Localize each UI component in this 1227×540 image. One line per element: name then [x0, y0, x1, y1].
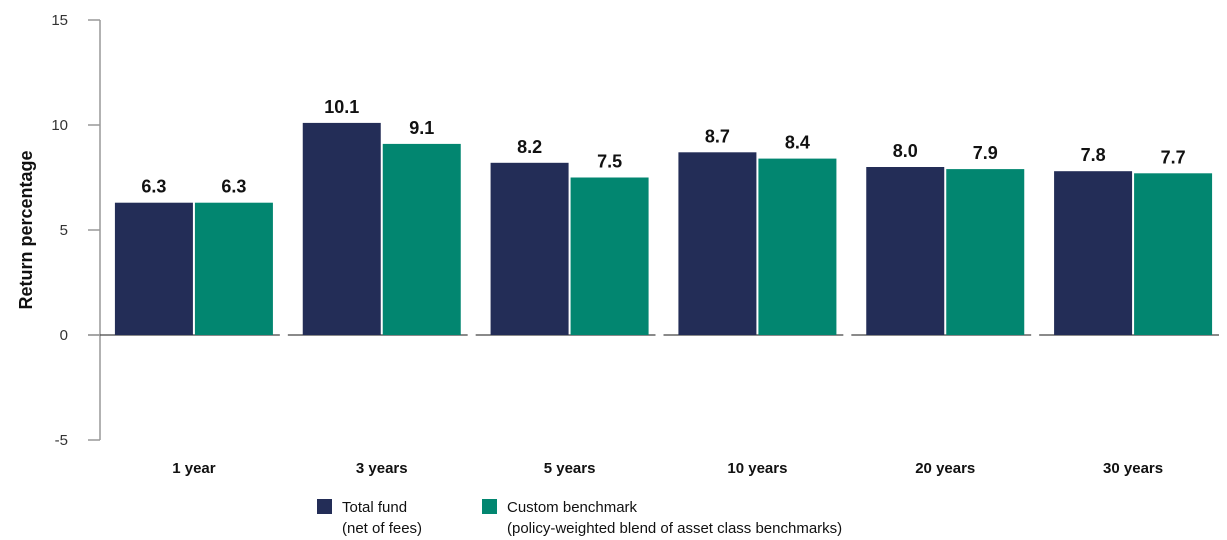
- category-labels: 1 year 3 years 5 years 10 years 20 years 30 y…: [172, 460, 1163, 477]
- bar-value-label: 8.7: [705, 126, 730, 146]
- x-category-label: 20 years: [915, 460, 975, 477]
- y-tick-label: 5: [60, 222, 68, 239]
- y-tick-label: 15: [51, 12, 68, 29]
- x-category-label: 3 years: [356, 460, 408, 477]
- bar-custom-benchmark: [571, 178, 649, 336]
- legend-swatch-custom-benchmark: [482, 499, 497, 514]
- bar-value-label: 7.7: [1161, 147, 1186, 167]
- x-category-label: 5 years: [544, 460, 596, 477]
- y-tick-label: 0: [60, 327, 68, 344]
- legend-label-total-fund: Total fund: [342, 499, 407, 516]
- x-category-label: 10 years: [727, 460, 787, 477]
- bar-custom-benchmark: [383, 144, 461, 335]
- bar-total-fund: [866, 167, 944, 335]
- bar-total-fund: [491, 163, 569, 335]
- bar-custom-benchmark: [195, 203, 273, 335]
- bar-value-label: 9.1: [409, 118, 434, 138]
- legend-sublabel-custom-benchmark: (policy-weighted blend of asset class be…: [507, 520, 842, 537]
- bar-value-label: 7.5: [597, 152, 622, 172]
- y-tick-label: -5: [55, 432, 68, 449]
- bar-value-label: 10.1: [324, 97, 359, 117]
- y-axis-label: Return percentage: [16, 150, 36, 309]
- legend-swatch-total-fund: [317, 499, 332, 514]
- bar-custom-benchmark: [946, 169, 1024, 335]
- legend-sublabel-total-fund: (net of fees): [342, 520, 422, 537]
- bar-total-fund: [1054, 171, 1132, 335]
- bar-value-label: 8.0: [893, 141, 918, 161]
- bar-custom-benchmark: [1134, 173, 1212, 335]
- bar-value-label: 8.4: [785, 133, 810, 153]
- bar-total-fund: [678, 152, 756, 335]
- y-tick-label: 10: [51, 117, 68, 134]
- bar-value-label: 7.8: [1081, 145, 1106, 165]
- legend-label-custom-benchmark: Custom benchmark: [507, 499, 638, 516]
- y-ticks: -5 0 5 10 15: [51, 12, 100, 449]
- x-category-label: 30 years: [1103, 460, 1163, 477]
- bar-value-label: 7.9: [973, 143, 998, 163]
- bar-value-label: 6.3: [221, 177, 246, 197]
- value-labels: 6.3 6.3 10.1 9.1 8.2 7.5 8.7 8.4 8.0 7.9 7.8 7.7: [141, 97, 1185, 197]
- bar-custom-benchmark: [758, 159, 836, 335]
- bar-total-fund: [303, 123, 381, 335]
- bar-value-label: 8.2: [517, 137, 542, 157]
- bars: [115, 123, 1212, 335]
- bar-total-fund: [115, 203, 193, 335]
- legend: Total fund (net of fees) Custom benchmar…: [317, 499, 842, 537]
- bar-value-label: 6.3: [141, 177, 166, 197]
- x-category-label: 1 year: [172, 460, 216, 477]
